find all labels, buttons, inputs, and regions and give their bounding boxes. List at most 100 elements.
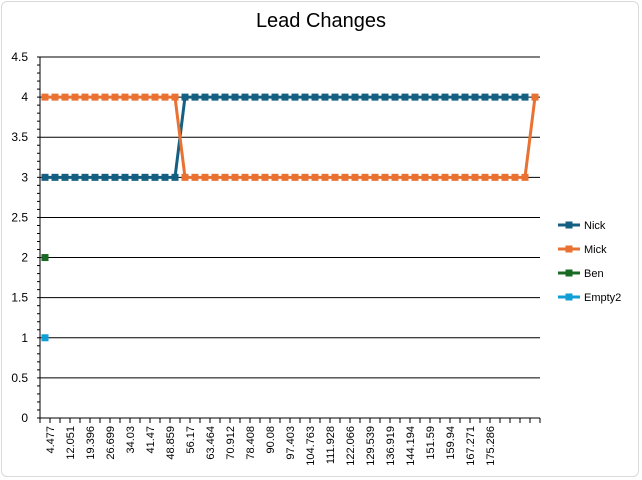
data-point bbox=[181, 93, 189, 101]
data-point bbox=[411, 93, 419, 101]
data-point bbox=[131, 173, 139, 181]
x-tick-label: 19.396 bbox=[85, 426, 97, 460]
y-tick-label: 4 bbox=[21, 90, 28, 104]
data-point bbox=[451, 173, 459, 181]
x-tick-label: 159.94 bbox=[445, 426, 457, 460]
data-point bbox=[251, 93, 259, 101]
series-nick bbox=[41, 93, 529, 181]
legend-marker bbox=[565, 269, 573, 277]
data-point bbox=[351, 93, 359, 101]
x-tick-label: 129.539 bbox=[365, 426, 377, 466]
series-group bbox=[41, 93, 539, 342]
x-tick-label: 97.403 bbox=[285, 426, 297, 460]
data-point bbox=[321, 93, 329, 101]
data-point bbox=[81, 93, 89, 101]
data-point bbox=[121, 93, 129, 101]
data-point bbox=[101, 173, 109, 181]
x-tick-label: 111.928 bbox=[325, 426, 337, 464]
data-point bbox=[111, 93, 119, 101]
data-point bbox=[491, 93, 499, 101]
data-point bbox=[41, 173, 49, 181]
x-tick-label: 151.59 bbox=[425, 426, 437, 460]
data-point bbox=[301, 93, 309, 101]
data-point bbox=[191, 93, 199, 101]
data-point bbox=[521, 173, 529, 181]
data-point bbox=[221, 93, 229, 101]
data-point bbox=[271, 173, 279, 181]
data-point bbox=[81, 173, 89, 181]
chart-title: Lead Changes bbox=[255, 10, 387, 32]
x-tick-label: 41.47 bbox=[145, 426, 157, 454]
data-point bbox=[311, 173, 319, 181]
data-point bbox=[111, 173, 119, 181]
data-point bbox=[191, 173, 199, 181]
data-point bbox=[471, 93, 479, 101]
x-tick-label: 175.286 bbox=[485, 426, 497, 466]
data-point bbox=[121, 173, 129, 181]
y-tick-label: 4.5 bbox=[11, 50, 28, 64]
data-point bbox=[491, 173, 499, 181]
x-tick-label: 63.464 bbox=[205, 426, 217, 460]
data-point bbox=[501, 93, 509, 101]
data-point bbox=[91, 93, 99, 101]
data-point bbox=[211, 173, 219, 181]
legend-item: Empty2 bbox=[558, 292, 621, 304]
series-mick bbox=[41, 93, 539, 181]
data-point bbox=[41, 93, 49, 101]
data-point bbox=[161, 93, 169, 101]
data-point bbox=[331, 173, 339, 181]
x-tick-label: 56.17 bbox=[185, 426, 197, 454]
data-point bbox=[511, 173, 519, 181]
x-tick-label: 4.477 bbox=[45, 426, 57, 454]
data-point bbox=[431, 173, 439, 181]
data-point bbox=[131, 93, 139, 101]
legend-label: Mick bbox=[584, 244, 607, 256]
data-point bbox=[161, 173, 169, 181]
x-tick-label: 104.763 bbox=[305, 426, 317, 466]
data-point bbox=[281, 173, 289, 181]
data-point bbox=[151, 93, 159, 101]
data-point bbox=[291, 173, 299, 181]
data-point bbox=[501, 173, 509, 181]
data-point bbox=[481, 93, 489, 101]
x-tick-label: 48.859 bbox=[165, 426, 177, 460]
data-point bbox=[91, 173, 99, 181]
data-point bbox=[71, 173, 79, 181]
x-tick-label: 144.194 bbox=[405, 426, 417, 466]
data-point bbox=[321, 173, 329, 181]
data-point bbox=[481, 173, 489, 181]
data-point bbox=[281, 93, 289, 101]
data-point bbox=[301, 173, 309, 181]
data-point bbox=[361, 93, 369, 101]
legend-item: Mick bbox=[558, 244, 607, 256]
data-point bbox=[141, 93, 149, 101]
data-point bbox=[371, 173, 379, 181]
data-point bbox=[461, 173, 469, 181]
data-point bbox=[391, 173, 399, 181]
data-point bbox=[411, 173, 419, 181]
legend-item: Nick bbox=[558, 220, 606, 232]
legend-item: Ben bbox=[558, 268, 604, 280]
y-tick-label: 1.5 bbox=[11, 291, 28, 305]
data-point bbox=[141, 173, 149, 181]
data-point bbox=[391, 93, 399, 101]
data-point bbox=[201, 93, 209, 101]
legend-marker bbox=[565, 245, 573, 253]
data-point bbox=[51, 173, 59, 181]
series-empty2 bbox=[41, 334, 49, 342]
y-tick-label: 2.5 bbox=[11, 210, 28, 224]
data-point bbox=[271, 93, 279, 101]
x-tick-label: 167.271 bbox=[465, 426, 477, 466]
series-ben bbox=[41, 254, 49, 262]
data-point bbox=[381, 93, 389, 101]
legend: Nick Mick Ben Empty2 bbox=[558, 220, 621, 304]
data-point bbox=[171, 93, 179, 101]
x-tick-label: 122.066 bbox=[345, 426, 357, 466]
data-point bbox=[361, 173, 369, 181]
data-point bbox=[71, 93, 79, 101]
x-tick-label: 78.408 bbox=[245, 426, 257, 460]
x-tick-label: 26.699 bbox=[105, 426, 117, 460]
data-point bbox=[431, 93, 439, 101]
